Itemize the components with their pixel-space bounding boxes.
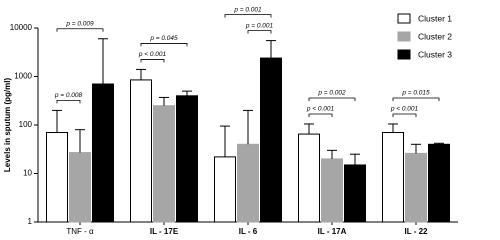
legend-label: Cluster 2 bbox=[418, 31, 452, 41]
significance-bracket bbox=[224, 14, 272, 18]
significance-bracket bbox=[140, 59, 165, 63]
y-tick-label: 1000 bbox=[14, 72, 32, 81]
legend: Cluster 1 Cluster 2 Cluster 3 bbox=[397, 13, 452, 60]
bar bbox=[130, 79, 152, 223]
p-value: p = 0.015 bbox=[401, 90, 430, 97]
significance-bracket bbox=[140, 43, 188, 47]
bar bbox=[298, 133, 320, 223]
p-value: p = 0.045 bbox=[149, 35, 178, 42]
y-tick-label: 10 bbox=[23, 169, 32, 178]
p-value: p = 0.001 bbox=[233, 6, 262, 13]
bar bbox=[214, 156, 236, 223]
bar bbox=[405, 152, 427, 223]
x-tick-label: TNF - α bbox=[66, 227, 94, 236]
bar bbox=[92, 83, 114, 223]
bar bbox=[344, 164, 366, 223]
y-tick-label: 1 bbox=[28, 217, 33, 226]
bar bbox=[153, 105, 175, 223]
legend-swatch bbox=[397, 49, 411, 60]
bar bbox=[321, 158, 343, 223]
p-value: p < 0.001 bbox=[138, 51, 167, 58]
y-tick-label: 10000 bbox=[10, 23, 33, 32]
significance-bracket bbox=[308, 113, 333, 117]
p-value: p = 0.002 bbox=[317, 90, 346, 97]
p-value: p = 0.009 bbox=[65, 20, 94, 27]
bar bbox=[46, 132, 68, 223]
significance-bracket bbox=[247, 30, 272, 34]
legend-label: Cluster 3 bbox=[418, 49, 452, 59]
legend-label: Cluster 1 bbox=[418, 13, 452, 23]
significance-bracket bbox=[392, 97, 440, 101]
x-tick-label: IL - 17E bbox=[150, 227, 179, 236]
legend-swatch bbox=[397, 31, 411, 42]
p-value: p < 0.001 bbox=[390, 106, 419, 113]
bar bbox=[382, 132, 404, 223]
x-tick-label: IL - 6 bbox=[239, 227, 258, 236]
bar bbox=[237, 143, 259, 223]
legend-swatch bbox=[397, 13, 411, 24]
bar bbox=[428, 143, 450, 223]
significance-bracket bbox=[308, 97, 356, 101]
p-value: p = 0.008 bbox=[54, 92, 83, 99]
significance-bracket bbox=[392, 113, 417, 117]
significance-bracket bbox=[56, 100, 81, 104]
bar bbox=[260, 57, 282, 223]
x-tick-label: IL - 22 bbox=[405, 227, 429, 236]
significance-bracket bbox=[56, 28, 104, 32]
y-axis-label: Levels in sputum (pg/ml) bbox=[3, 78, 12, 173]
bar bbox=[176, 95, 198, 223]
x-tick-label: IL - 17A bbox=[318, 227, 347, 236]
y-tick-label: 100 bbox=[19, 120, 33, 129]
p-value: p = 0.001 bbox=[245, 22, 274, 29]
p-value: p < 0.001 bbox=[306, 106, 335, 113]
bar bbox=[69, 152, 91, 223]
